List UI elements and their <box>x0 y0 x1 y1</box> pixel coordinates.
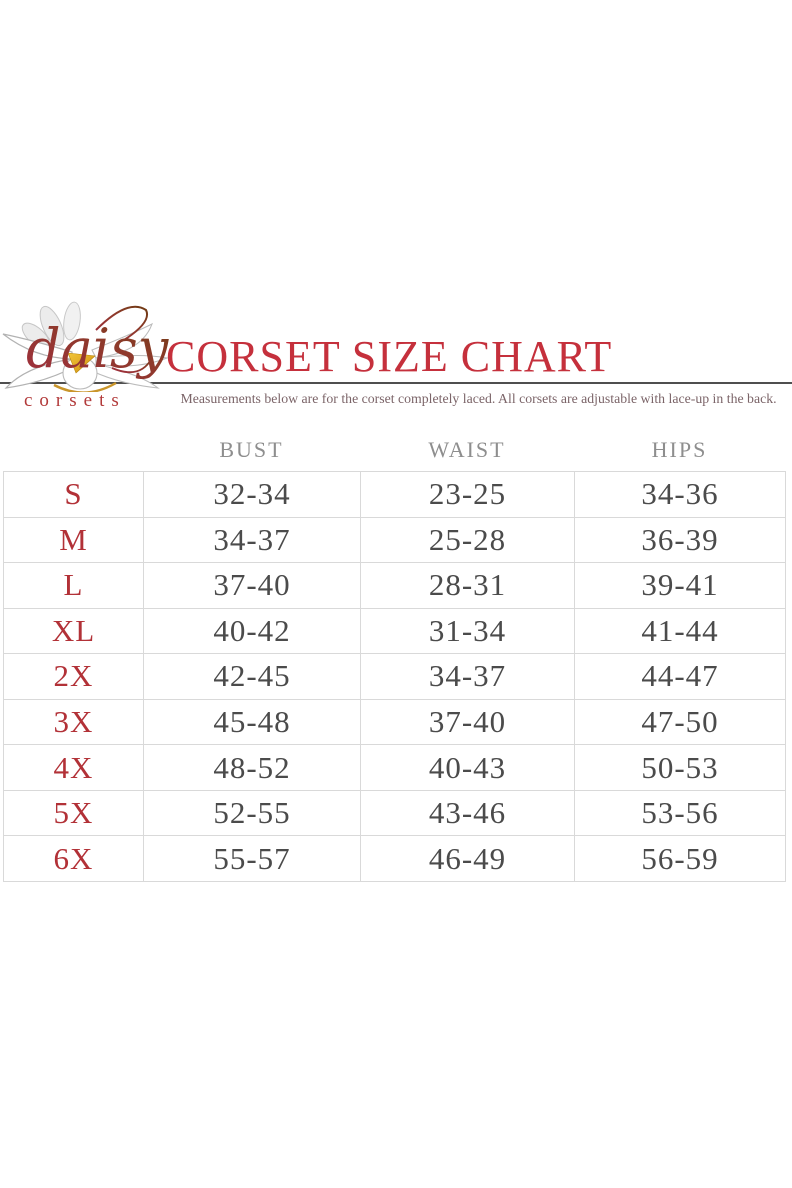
waist-value: 23-25 <box>360 471 575 518</box>
size-label: 5X <box>3 789 144 837</box>
size-label: M <box>3 516 144 564</box>
table-row: 5X 52-55 43-46 53-56 <box>3 789 786 837</box>
bust-value: 32-34 <box>143 471 361 518</box>
hips-value: 36-39 <box>574 516 786 564</box>
table-row: 3X 45-48 37-40 47-50 <box>3 698 786 746</box>
size-label: 6X <box>3 835 144 882</box>
waist-value: 28-31 <box>360 562 575 609</box>
bust-value: 42-45 <box>143 653 361 700</box>
waist-value: 31-34 <box>360 607 575 655</box>
table-row: S 32-34 23-25 34-36 <box>3 471 786 518</box>
table-row: M 34-37 25-28 36-39 <box>3 516 786 564</box>
bust-value: 48-52 <box>143 744 361 791</box>
page-subtitle: Measurements below are for the corset co… <box>180 391 777 406</box>
table-row: 2X 42-45 34-37 44-47 <box>3 653 786 700</box>
hips-value: 44-47 <box>574 653 786 700</box>
table-column-headers: BUST WAIST HIPS <box>3 434 785 466</box>
size-chart-table: S 32-34 23-25 34-36 M 34-37 25-28 36-39 … <box>3 471 786 882</box>
daisy-flower-icon: daisy <box>2 301 170 392</box>
waist-value: 25-28 <box>360 516 575 564</box>
column-header-bust: BUST <box>219 437 284 462</box>
bust-value: 45-48 <box>143 698 361 746</box>
hips-value: 41-44 <box>574 607 786 655</box>
size-label: 2X <box>3 653 144 700</box>
bust-value: 55-57 <box>143 835 361 882</box>
table-row: L 37-40 28-31 39-41 <box>3 562 786 609</box>
table-row: 6X 55-57 46-49 56-59 <box>3 835 786 882</box>
hips-value: 34-36 <box>574 471 786 518</box>
waist-value: 43-46 <box>360 789 575 837</box>
table-row: XL 40-42 31-34 41-44 <box>3 607 786 655</box>
column-header-hips: HIPS <box>651 437 708 462</box>
column-header-waist: WAIST <box>428 437 506 462</box>
bust-value: 52-55 <box>143 789 361 837</box>
bust-value: 40-42 <box>143 607 361 655</box>
waist-value: 46-49 <box>360 835 575 882</box>
hips-value: 56-59 <box>574 835 786 882</box>
waist-value: 40-43 <box>360 744 575 791</box>
hips-value: 50-53 <box>574 744 786 791</box>
waist-value: 34-37 <box>360 653 575 700</box>
waist-value: 37-40 <box>360 698 575 746</box>
hips-value: 53-56 <box>574 789 786 837</box>
hips-value: 47-50 <box>574 698 786 746</box>
logo-brand-script: daisy <box>26 317 170 380</box>
size-label: S <box>3 471 144 518</box>
page-title: CORSET SIZE CHART <box>166 332 613 381</box>
header-divider-line <box>0 382 792 384</box>
bust-value: 37-40 <box>143 562 361 609</box>
size-label: 3X <box>3 698 144 746</box>
size-label: XL <box>3 607 144 655</box>
bust-value: 34-37 <box>143 516 361 564</box>
size-label: 4X <box>3 744 144 791</box>
table-row: 4X 48-52 40-43 50-53 <box>3 744 786 791</box>
logo-brand-sub: corsets <box>24 390 126 411</box>
size-label: L <box>3 562 144 609</box>
hips-value: 39-41 <box>574 562 786 609</box>
